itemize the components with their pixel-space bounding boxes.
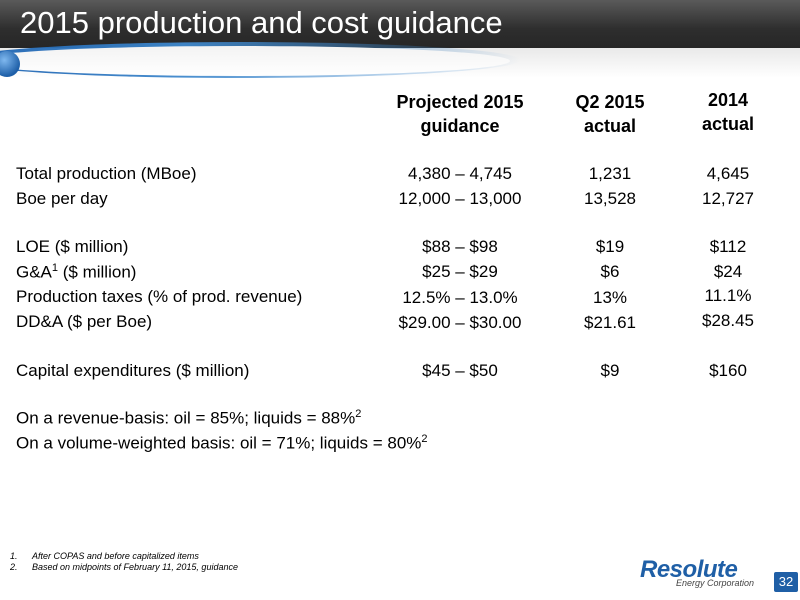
cell-2014-dd-and-a: $28.45: [702, 311, 754, 330]
cell-projected-g-and-a: $25 – $29: [422, 262, 498, 281]
cell-2014-loe: $112: [709, 237, 747, 256]
footnote-number: 2.: [10, 562, 18, 572]
cell-q2-boe-per-day: 13,528: [584, 189, 636, 208]
header-decoration: [0, 42, 800, 78]
column-header-line: guidance: [420, 116, 500, 136]
column-header-line: 2014: [707, 90, 749, 110]
row-label-total-production: Total production (MBoe): [16, 164, 196, 184]
cell-q2-dd-and-a: $21.61: [584, 313, 636, 332]
label-text: Production taxes (% of prod. revenue): [16, 287, 303, 306]
row-label-g-and-a: G&A1 ($ million): [16, 262, 136, 283]
column-header-line: Q2 2015: [575, 92, 645, 112]
cell-q2-production-taxes: 13%: [592, 288, 628, 307]
footnote-marker: 2: [355, 408, 362, 420]
cell-projected-total-production: 4,380 – 4,745: [408, 164, 512, 183]
cell-2014-boe-per-day: 12,727: [702, 189, 754, 208]
column-header-line: actual: [583, 116, 637, 136]
column-header-2014: 2014 actual: [673, 88, 783, 136]
label-text: ($ million): [58, 262, 137, 282]
label-text: G&A: [16, 262, 52, 282]
slide-title: 2015 production and cost guidance: [20, 5, 503, 40]
title-bar: 2015 production and cost guidance: [0, 0, 800, 48]
column-header-projected-2015: Projected 2015 guidance: [370, 90, 550, 138]
resolute-logo: Resolute Energy Corporation: [640, 556, 788, 592]
footnote-text: After COPAS and before capitalized items: [32, 551, 199, 561]
row-label-production-taxes: Production taxes (% of prod. revenue): [16, 287, 302, 307]
footnote-marker: 1: [51, 262, 59, 274]
logo-subtitle: Energy Corporation: [676, 578, 755, 588]
page-number: 32: [774, 572, 798, 592]
cell-projected-capex: $45 – $50: [422, 361, 498, 380]
label-text: Total production (MBoe): [16, 164, 197, 183]
cell-q2-g-and-a: $6: [600, 262, 620, 281]
label-text: LOE ($ million): [16, 237, 129, 256]
cell-projected-production-taxes: 12.5% – 13.0%: [402, 288, 518, 307]
cell-projected-boe-per-day: 12,000 – 13,000: [398, 189, 522, 208]
swoosh-highlight: [0, 46, 510, 76]
row-label-dd-and-a: DD&A ($ per Boe): [16, 312, 152, 332]
cell-projected-dd-and-a: $29.00 – $30.00: [398, 313, 522, 332]
cell-2014-g-and-a: $24: [713, 262, 743, 281]
logo-wordmark: Resolute: [640, 556, 738, 583]
cell-q2-total-production: 1,231: [588, 164, 632, 183]
column-header-line: actual: [701, 114, 755, 134]
cell-2014-production-taxes: 11.1%: [704, 286, 752, 305]
row-label-boe-per-day: Boe per day: [16, 189, 108, 209]
cell-q2-loe: $19: [595, 237, 625, 256]
row-label-capital-expenditures: Capital expenditures ($ million): [16, 361, 249, 381]
cell-q2-capex: $9: [600, 361, 620, 380]
cell-2014-capex: $160: [709, 361, 747, 380]
column-header-q2-2015: Q2 2015 actual: [560, 90, 660, 138]
label-text: DD&A ($ per Boe): [16, 312, 153, 331]
blue-orb-graphic: [0, 51, 20, 77]
footnote-number: 1.: [10, 551, 18, 561]
cell-projected-loe: $88 – $98: [422, 237, 498, 256]
footnote-1: 1. After COPAS and before capitalized ite…: [10, 551, 199, 561]
footnote-text: Based on midpoints of February 11, 2015,…: [32, 562, 238, 572]
note-text: On a revenue-basis: oil = 85%; liquids =…: [16, 408, 356, 428]
footnote-2: 2. Based on midpoints of February 11, 201…: [10, 562, 238, 572]
label-text: Capital expenditures ($ million): [16, 361, 250, 380]
row-label-loe: LOE ($ million): [16, 237, 128, 257]
note-revenue-basis: On a revenue-basis: oil = 85%; liquids =…: [16, 408, 361, 429]
cell-2014-total-production: 4,645: [706, 164, 750, 183]
note-text: On a volume-weighted basis: oil = 71%; l…: [16, 433, 422, 453]
label-text: Boe per day: [16, 189, 108, 208]
note-volume-weighted-basis: On a volume-weighted basis: oil = 71%; l…: [16, 433, 428, 454]
footnote-marker: 2: [421, 433, 428, 445]
column-header-line: Projected 2015: [396, 92, 524, 112]
